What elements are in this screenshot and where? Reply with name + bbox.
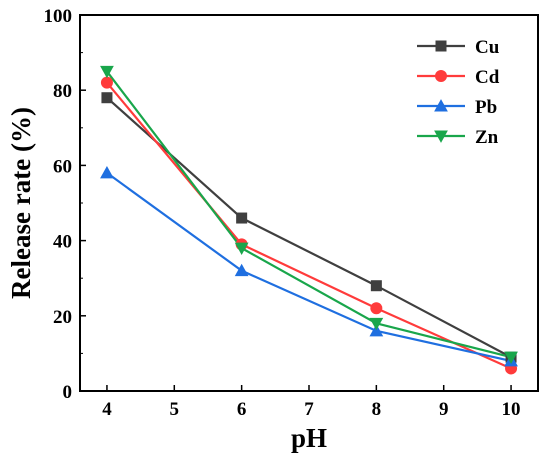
data-point-cu [370,280,382,292]
legend-label-cd: Cd [475,67,500,88]
data-point-zn [100,65,114,79]
y-axis-title: Release rate (%) [6,107,36,299]
x-tick-label: 5 [170,399,180,420]
data-point-zn [369,317,384,331]
legend-marker-zn [434,130,448,143]
legend-marker-cu [435,40,447,52]
series-line-cd [106,81,512,370]
x-axis-title: pH [291,423,327,453]
data-point-zn [234,242,249,255]
legend-marker-cd [435,70,447,82]
legend-marker-pb [434,99,448,112]
data-point-cd [370,302,383,315]
data-point-cu [236,212,248,224]
data-point-cu [101,92,113,104]
series-line-cu [106,96,512,359]
y-tick-label: 20 [53,307,72,328]
y-tick-label: 100 [44,6,73,27]
series-lines [106,70,512,370]
y-tick-label: 60 [53,156,72,177]
series-line-zn [106,70,512,359]
y-tick-label: 40 [53,232,72,253]
x-tick-label: 9 [439,399,449,420]
x-tick-label: 8 [372,399,382,420]
legend-label-cu: Cu [475,37,500,58]
legend-label-pb: Pb [475,97,497,118]
series-markers [100,65,518,375]
data-point-zn [504,351,518,365]
x-tick-label: 7 [304,399,314,420]
series-line-pb [106,172,512,362]
x-tick-label: 6 [237,399,247,420]
x-tick-label: 10 [502,399,521,420]
y-tick-label: 80 [53,81,72,102]
y-tick-label: 0 [63,382,73,403]
legend: Cu Cd Pb Zn [417,37,500,148]
x-tick-label: 4 [102,399,112,420]
legend-label-zn: Zn [475,127,499,148]
data-point-cd [100,76,113,89]
data-point-pb [234,263,249,277]
data-point-pb [100,166,114,179]
